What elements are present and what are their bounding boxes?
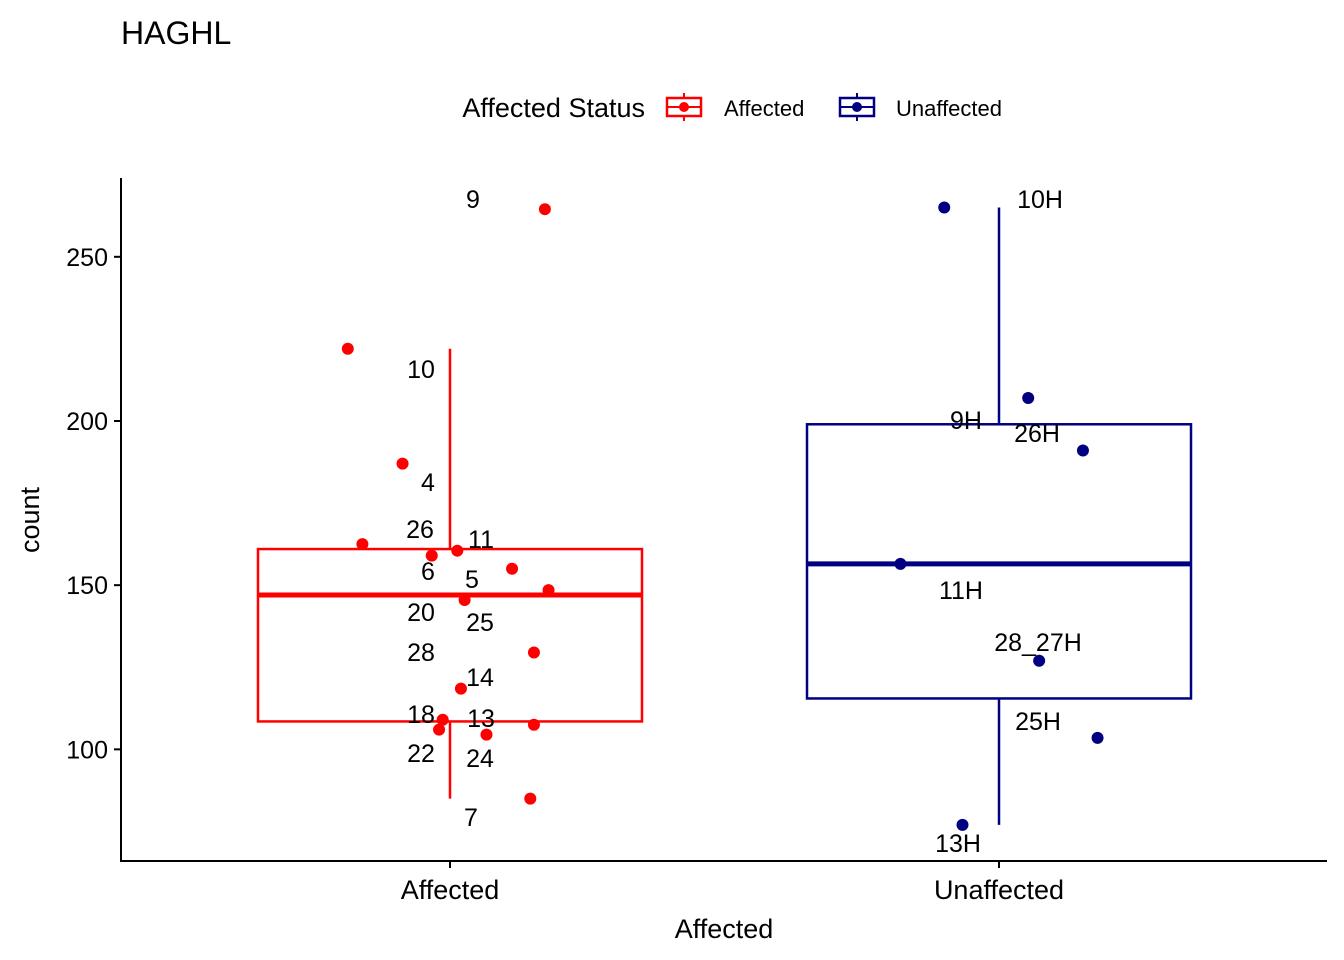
point-label: 13: [467, 705, 495, 733]
data-point: [433, 723, 446, 736]
data-point: [506, 562, 519, 575]
x-tick-label: Affected: [401, 875, 500, 905]
data-point: [542, 584, 555, 597]
legend-title: Affected Status: [462, 93, 645, 123]
point-label: 7: [464, 804, 478, 832]
point-label: 9: [466, 186, 480, 214]
boxes: [256, 207, 1193, 825]
data-point: [538, 203, 551, 216]
point-label: 26: [406, 516, 434, 544]
x-axis-label: Affected: [675, 914, 774, 944]
point-label: 11: [468, 526, 494, 554]
data-point: [436, 713, 449, 726]
data-point: [425, 549, 438, 562]
y-tick-label: 150: [66, 572, 108, 600]
data-point: [341, 342, 354, 355]
legend-label-unaffected: Unaffected: [896, 96, 1002, 121]
data-point: [527, 718, 540, 731]
box-rect: [256, 547, 644, 723]
box-affected: [256, 348, 644, 799]
data-point: [458, 593, 471, 606]
data-point: [451, 544, 464, 557]
point-label: 28_27H: [994, 629, 1082, 657]
point-label: 14: [466, 664, 494, 692]
point-label: 26H: [1014, 420, 1060, 448]
data-point: [356, 538, 369, 551]
legend: Affected Status Affected Unaffected: [462, 93, 1002, 123]
point-label: 24: [466, 745, 494, 773]
point-label: 10H: [1017, 186, 1063, 214]
data-point: [1033, 654, 1046, 667]
chart-title: HAGHL: [121, 15, 231, 51]
data-point: [396, 457, 409, 470]
box-unaffected: [805, 207, 1193, 825]
data-point: [480, 728, 493, 741]
x-tick-label: Unaffected: [934, 875, 1064, 905]
point-label: 13H: [935, 830, 981, 858]
legend-label-affected: Affected: [724, 96, 804, 121]
y-tick-label: 250: [66, 244, 108, 272]
data-point: [1022, 392, 1035, 405]
legend-key-unaffected: [838, 93, 876, 121]
data-point: [527, 646, 540, 659]
data-point: [1076, 444, 1089, 457]
y-tick-label: 100: [66, 736, 108, 764]
point-label: 11H: [939, 577, 983, 605]
legend-key-affected: [665, 93, 703, 121]
y-axis-label: count: [15, 486, 45, 553]
point-label: 20: [407, 599, 435, 627]
point-label: 25: [466, 609, 494, 637]
data-point: [454, 682, 467, 695]
axes: 100 150 200 250 Affected Unaffected: [66, 178, 1327, 905]
point-label: 4: [421, 469, 435, 497]
points: 9 10 4 26 11 6 5 25 20 28 14 18 13 22 24 7 10H 26H 9H 11H 28…: [341, 186, 1104, 858]
point-label: 6: [421, 558, 435, 586]
data-point: [894, 557, 907, 570]
data-point: [524, 792, 537, 805]
point-label: 25H: [1015, 708, 1061, 736]
point-label: 5: [465, 566, 479, 594]
legend-point: [679, 102, 689, 112]
point-label: 28: [407, 639, 435, 667]
point-label: 10: [407, 356, 435, 384]
data-point: [956, 818, 969, 831]
data-point: [938, 201, 951, 214]
point-label: 9H: [950, 407, 982, 435]
y-tick-label: 200: [66, 408, 108, 436]
point-label: 18: [407, 701, 435, 729]
point-label: 22: [407, 740, 435, 768]
data-point: [1091, 731, 1104, 744]
legend-point: [852, 102, 862, 112]
